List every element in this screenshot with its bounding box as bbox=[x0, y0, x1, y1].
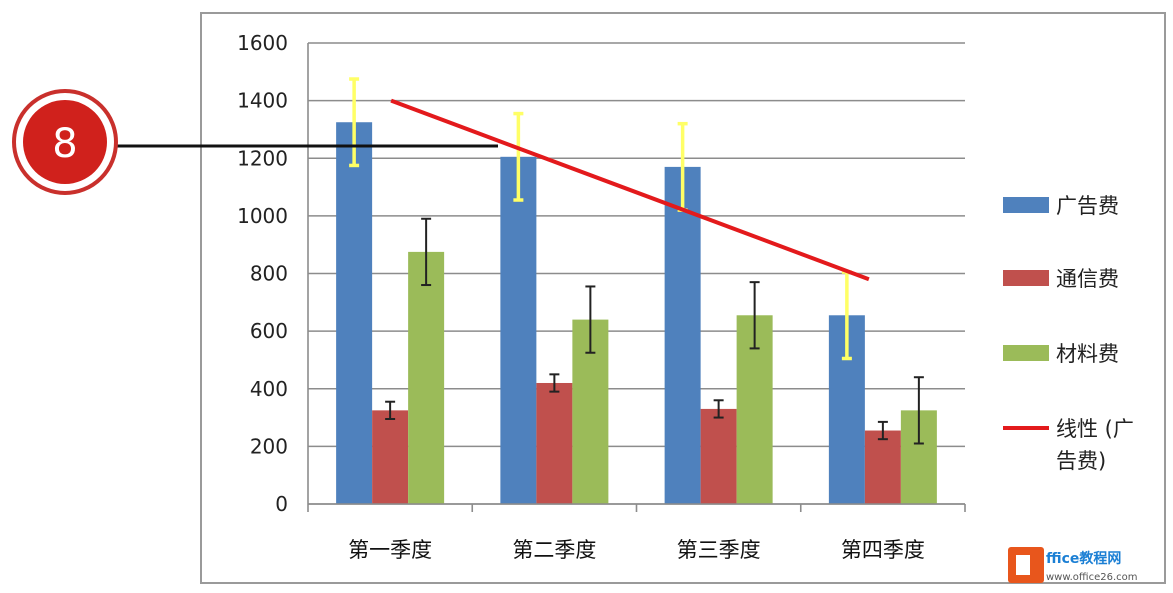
step-badge-disc bbox=[23, 100, 107, 184]
bar bbox=[536, 382, 573, 504]
trendline bbox=[390, 98, 870, 282]
bar bbox=[408, 251, 445, 504]
y-axis-ticks: 0 200 400 600 800 1000 1200 1400 1600 bbox=[237, 31, 288, 516]
bar bbox=[500, 156, 537, 504]
bar bbox=[664, 166, 701, 505]
legend-label: 材料费 bbox=[1056, 342, 1119, 366]
bar bbox=[336, 122, 373, 504]
y-tick-label: 800 bbox=[250, 262, 288, 286]
legend-label-continued: 告费) bbox=[1056, 449, 1106, 473]
bar bbox=[372, 410, 409, 504]
legend-swatch bbox=[1003, 345, 1049, 361]
x-category-label: 第三季度 bbox=[677, 538, 761, 562]
watermark-url: www.office26.com bbox=[1046, 572, 1138, 583]
legend-label: 广告费 bbox=[1056, 194, 1119, 218]
x-category-label: 第二季度 bbox=[512, 538, 596, 562]
y-tick-label: 1200 bbox=[237, 146, 288, 170]
y-tick-label: 400 bbox=[250, 377, 288, 401]
bar bbox=[700, 408, 737, 504]
x-category-label: 第一季度 bbox=[348, 538, 432, 562]
legend-swatch bbox=[1003, 270, 1049, 286]
error-bars bbox=[349, 77, 924, 445]
watermark-brand: ffice教程网 bbox=[1046, 550, 1121, 567]
x-category-label: 第四季度 bbox=[841, 538, 925, 562]
legend-swatch bbox=[1003, 197, 1049, 213]
y-tick-label: 1400 bbox=[237, 89, 288, 113]
step-badge: 8 bbox=[12, 89, 498, 195]
step-badge-label: 8 bbox=[52, 121, 77, 167]
y-tick-label: 600 bbox=[250, 319, 288, 343]
trendline-group bbox=[390, 98, 870, 282]
legend-label: 线性 (广 bbox=[1056, 417, 1134, 441]
y-tick-label: 1600 bbox=[237, 31, 288, 55]
y-tick-label: 0 bbox=[275, 492, 288, 516]
legend-label: 通信费 bbox=[1056, 267, 1119, 291]
x-axis-categories: 第一季度 第二季度 第三季度 第四季度 bbox=[307, 503, 966, 562]
y-tick-label: 200 bbox=[250, 434, 288, 458]
bar bbox=[864, 430, 901, 504]
watermark: ffice教程网 www.office26.com bbox=[1008, 547, 1138, 583]
y-tick-label: 1000 bbox=[237, 204, 288, 228]
